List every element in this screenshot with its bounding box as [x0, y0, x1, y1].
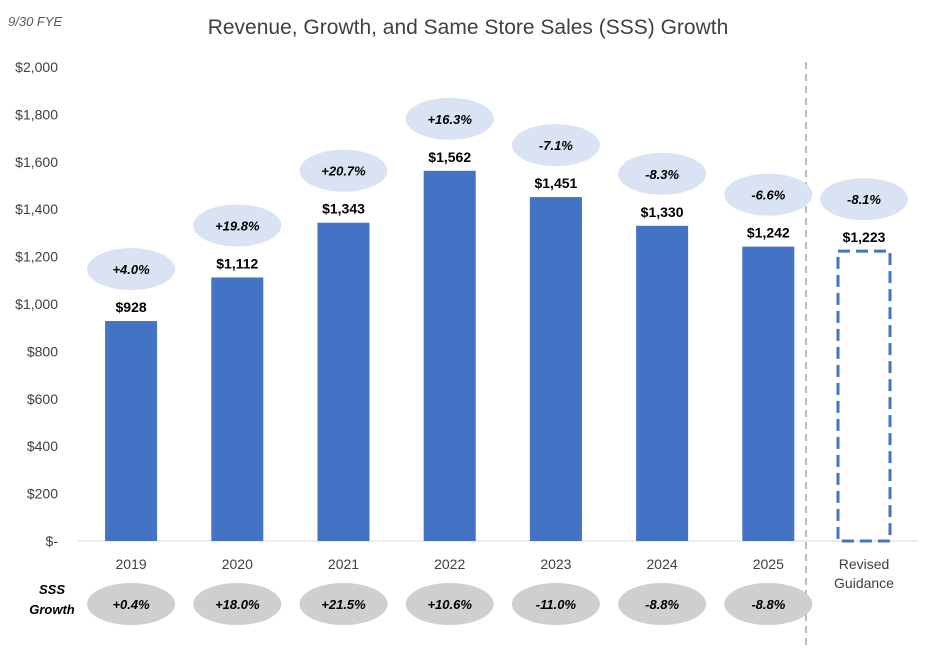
growth-label: +20.7%	[321, 164, 366, 179]
x-tick-label: 2019	[116, 556, 147, 572]
sss-growth-label: +0.4%	[112, 597, 150, 612]
bar	[529, 197, 582, 541]
sss-growth-label: -11.0%	[536, 597, 577, 612]
sss-growth-label: +21.5%	[321, 597, 366, 612]
growth-label: -8.1%	[847, 192, 881, 207]
x-tick-label: 2024	[647, 556, 678, 572]
sss-growth-label: -8.8%	[751, 597, 785, 612]
growth-label: +16.3%	[427, 112, 472, 127]
sss-bubble	[299, 583, 388, 625]
growth-bubble	[405, 97, 494, 140]
y-tick-label: $400	[27, 438, 58, 454]
y-tick-label: $1,800	[15, 106, 58, 122]
bar	[211, 277, 264, 541]
y-tick-label: $1,600	[15, 154, 58, 170]
growth-bubble	[299, 149, 388, 192]
growth-label: +4.0%	[112, 262, 150, 277]
fiscal-year-note: 9/30 FYE	[8, 14, 63, 29]
bar	[423, 170, 476, 541]
sss-bubble	[87, 583, 176, 625]
growth-bubble	[511, 124, 600, 167]
y-tick-label: $200	[27, 486, 58, 502]
growth-bubble	[724, 173, 813, 216]
bar-value-label: $1,242	[747, 225, 790, 241]
bar-value-label: $1,343	[322, 201, 365, 217]
x-tick-label: 2022	[434, 556, 465, 572]
sss-label: SSS	[39, 582, 65, 597]
bar	[317, 222, 370, 542]
y-tick-label: $800	[27, 343, 58, 359]
y-tick-label: $1,000	[15, 296, 58, 312]
sss-growth-label: -8.8%	[645, 597, 679, 612]
chart-title: Revenue, Growth, and Same Store Sales (S…	[207, 16, 729, 39]
x-tick-label: 2025	[753, 556, 784, 572]
growth-label: -8.3%	[645, 167, 679, 182]
bar	[742, 246, 795, 541]
sss-growth-label: +18.0%	[215, 597, 260, 612]
sss-bubble	[724, 583, 813, 625]
growth-bubble	[193, 204, 282, 247]
sss-bubble	[618, 583, 707, 625]
growth-label: +19.8%	[215, 218, 260, 233]
y-tick-label: $1,200	[15, 249, 58, 265]
guidance-category-label: Revised	[839, 556, 890, 572]
y-tick-label: $600	[27, 391, 58, 407]
bar	[636, 225, 689, 542]
bar-value-label: $1,562	[428, 149, 471, 165]
y-tick-label: $-	[46, 533, 59, 549]
sss-bubble	[511, 583, 600, 625]
growth-bubble	[618, 152, 707, 195]
x-tick-label: 2023	[540, 556, 571, 572]
bar-value-label: $1,451	[534, 175, 577, 191]
x-tick-label: 2021	[328, 556, 359, 572]
sss-growth-label: +10.6%	[427, 597, 472, 612]
guidance-value-label: $1,223	[843, 229, 886, 245]
sss-bubble	[405, 583, 494, 625]
bar-value-label: $1,330	[641, 204, 684, 220]
sss-bubble	[193, 583, 282, 625]
growth-label: -6.6%	[751, 188, 785, 203]
y-tick-label: $2,000	[15, 59, 58, 75]
bar-value-label: $928	[116, 299, 147, 315]
x-tick-label: 2020	[222, 556, 253, 572]
bar-value-label: $1,112	[216, 255, 258, 271]
growth-bubble	[87, 248, 176, 291]
growth-label: -7.1%	[539, 138, 573, 153]
guidance-bar	[836, 249, 892, 543]
sss-label: Growth	[29, 602, 75, 617]
guidance-category-label: Guidance	[834, 575, 894, 591]
bar	[105, 321, 158, 541]
y-tick-label: $1,400	[15, 201, 58, 217]
growth-bubble	[820, 178, 908, 221]
